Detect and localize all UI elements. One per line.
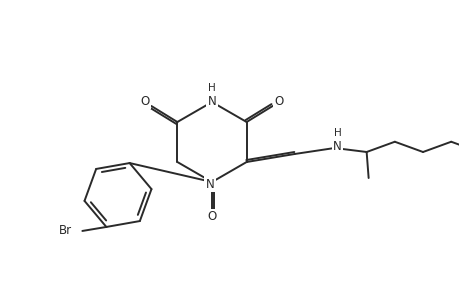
Text: O: O [140, 94, 150, 107]
Text: H: H [207, 83, 215, 93]
Text: N: N [205, 178, 214, 190]
Text: H: H [333, 128, 341, 138]
Text: Br: Br [59, 224, 72, 237]
Text: O: O [207, 211, 216, 224]
Text: N: N [207, 94, 216, 107]
Text: O: O [274, 94, 283, 107]
Text: N: N [332, 140, 341, 152]
